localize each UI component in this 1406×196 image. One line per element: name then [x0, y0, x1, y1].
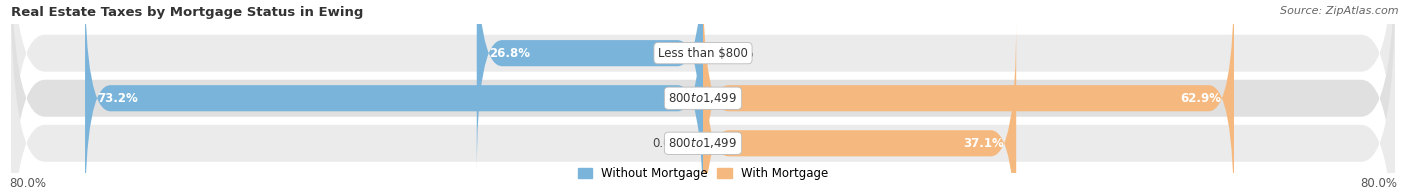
Text: 0.0%: 0.0%: [652, 137, 682, 150]
FancyBboxPatch shape: [477, 0, 703, 175]
FancyBboxPatch shape: [84, 0, 703, 196]
Text: 73.2%: 73.2%: [98, 92, 138, 105]
Text: 37.1%: 37.1%: [963, 137, 1004, 150]
Legend: Without Mortgage, With Mortgage: Without Mortgage, With Mortgage: [574, 162, 832, 184]
Text: $800 to $1,499: $800 to $1,499: [668, 136, 738, 150]
FancyBboxPatch shape: [11, 0, 1395, 196]
FancyBboxPatch shape: [11, 0, 1395, 196]
Text: 26.8%: 26.8%: [489, 47, 530, 60]
Text: 0.0%: 0.0%: [724, 47, 754, 60]
FancyBboxPatch shape: [11, 0, 1395, 196]
Text: Source: ZipAtlas.com: Source: ZipAtlas.com: [1281, 6, 1399, 16]
Text: Real Estate Taxes by Mortgage Status in Ewing: Real Estate Taxes by Mortgage Status in …: [11, 5, 363, 19]
Text: 62.9%: 62.9%: [1180, 92, 1222, 105]
FancyBboxPatch shape: [703, 21, 1017, 196]
FancyBboxPatch shape: [703, 0, 1234, 196]
Text: $800 to $1,499: $800 to $1,499: [668, 91, 738, 105]
Text: Less than $800: Less than $800: [658, 47, 748, 60]
